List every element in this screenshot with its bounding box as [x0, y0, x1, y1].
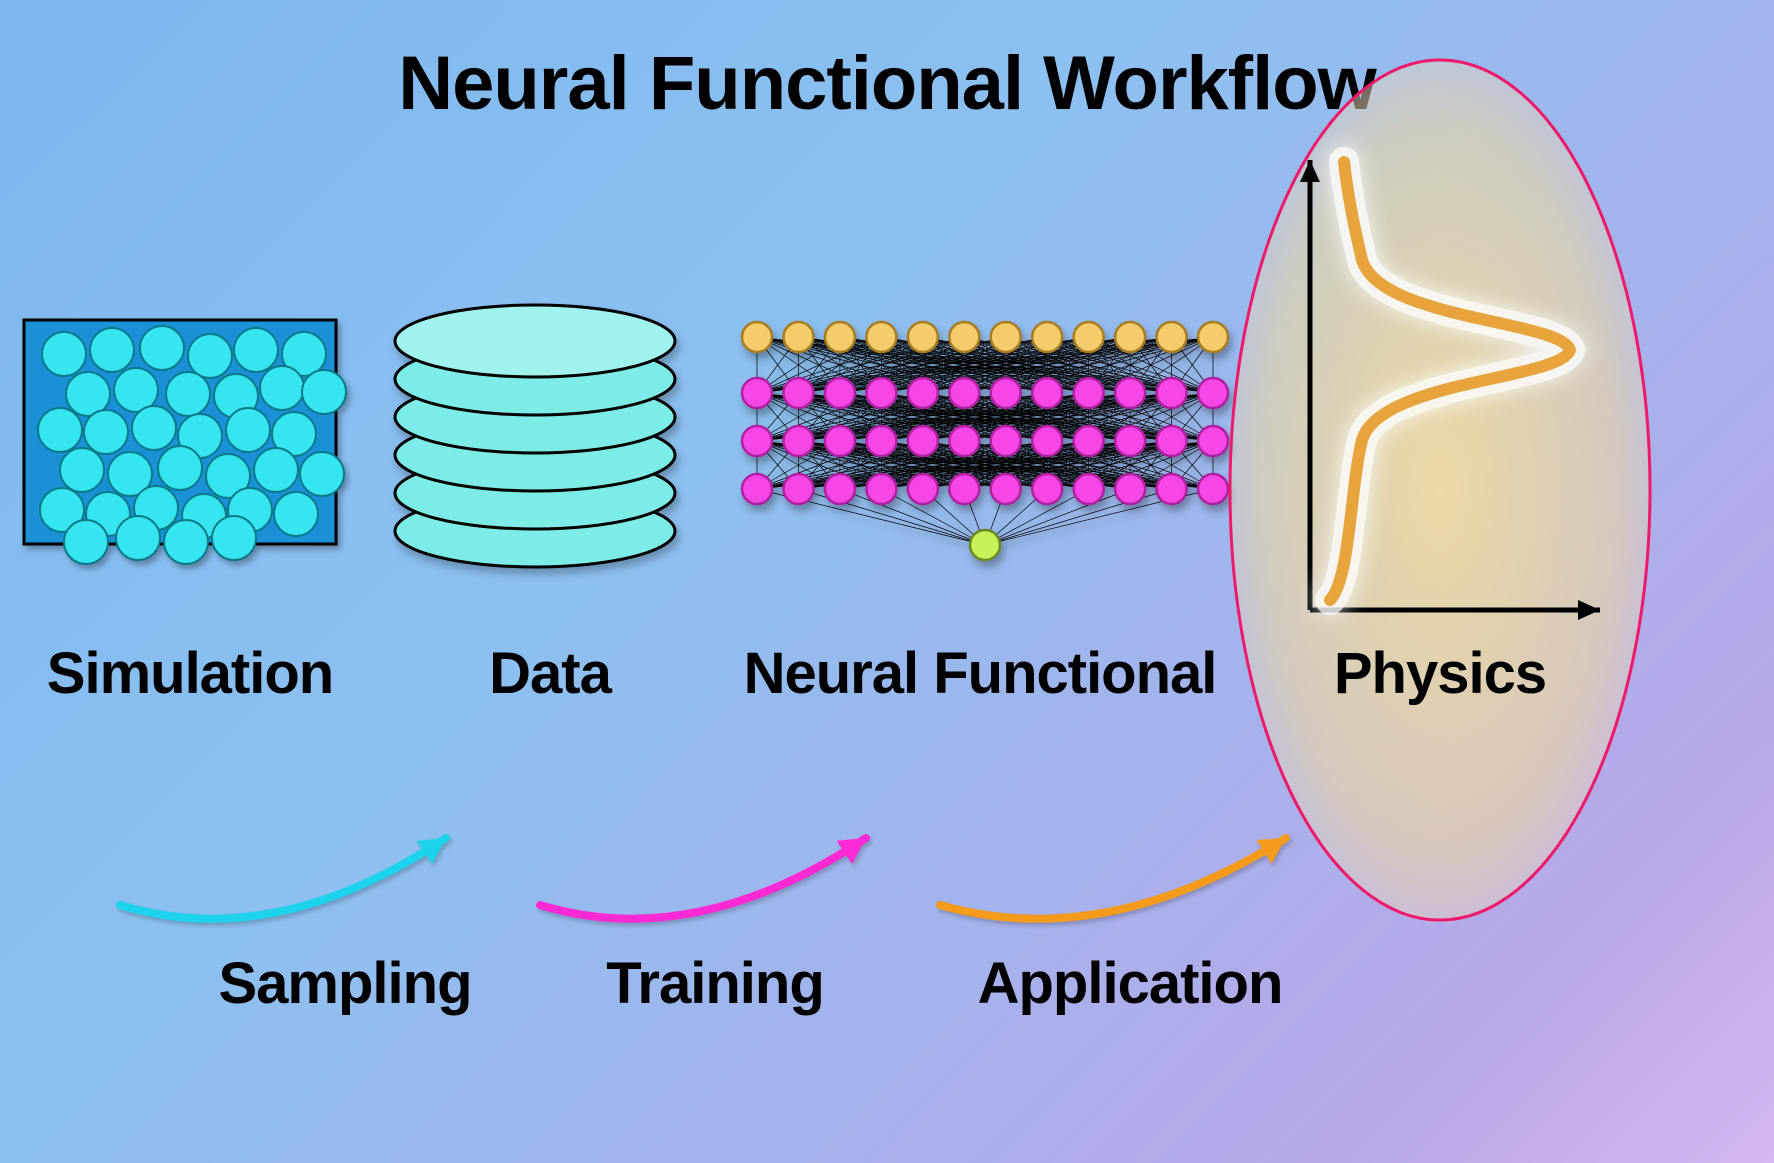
arrow-application	[930, 810, 1320, 930]
stage-label-simulation: Simulation	[20, 640, 360, 707]
stage-label-physics: Physics	[1300, 640, 1580, 707]
arrow-label-application: Application	[950, 950, 1310, 1017]
arrow-label-training: Training	[565, 950, 865, 1017]
arrow-sampling	[110, 810, 480, 930]
arrow-training	[530, 810, 900, 930]
stage-label-data: Data	[440, 640, 660, 707]
stage-label-neural: Neural Functional	[720, 640, 1240, 707]
arrow-label-sampling: Sampling	[185, 950, 505, 1017]
